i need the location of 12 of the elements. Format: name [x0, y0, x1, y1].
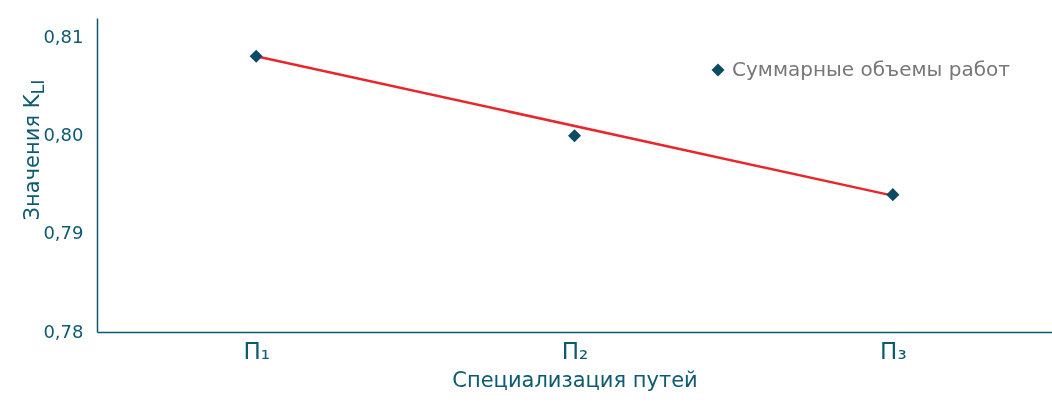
x-tick-label: П₁: [243, 337, 270, 364]
y-tick-label: 0,81: [43, 26, 84, 48]
y-tick-label: 0,78: [43, 320, 84, 342]
legend-label: Суммарные объемы работ: [732, 57, 1011, 81]
x-tick-label: П₂: [561, 337, 589, 364]
point: [567, 129, 582, 143]
point: [249, 49, 263, 63]
x-tick-label: П₃: [880, 337, 907, 364]
y-tick-label: 0,80: [43, 124, 84, 146]
x-axis-title: Специализация путей: [452, 367, 698, 392]
point: [886, 188, 900, 202]
y-tick-label: 0,79: [43, 222, 84, 244]
